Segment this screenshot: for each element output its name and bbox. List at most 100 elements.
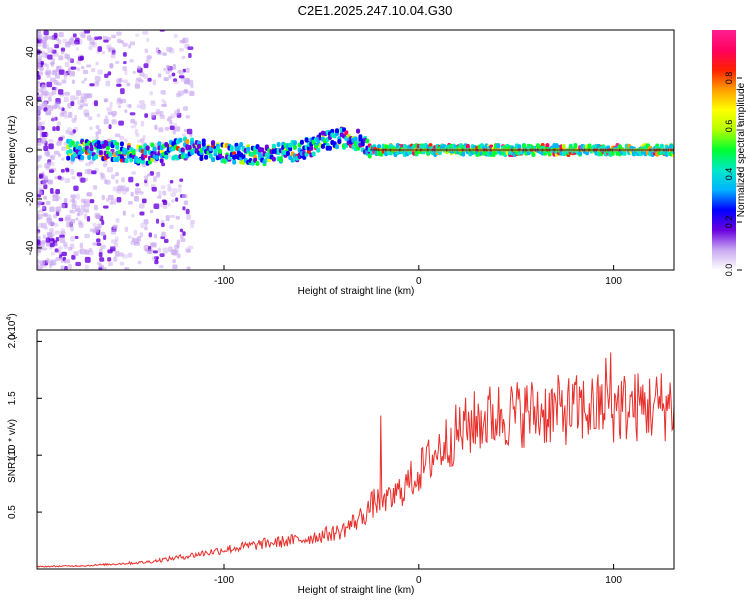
heatmap-noise-cell: [142, 31, 149, 35]
heatmap-noise-cell: [189, 220, 196, 224]
heatmap-noise-cell: [70, 66, 77, 70]
heatmap-noise-cell: [73, 115, 78, 121]
heatmap-noise-cell: [153, 233, 157, 239]
heatmap-noise-cell: [62, 38, 68, 43]
heatmap-noise-cell: [154, 124, 158, 130]
heatmap-noise-cell: [149, 209, 154, 214]
heatmap-noise-cell: [172, 63, 176, 70]
snr-panel: -100 0 100 0.5 1.0 1.5 2.0 (x104) Height of st…: [6, 313, 675, 596]
heatmap-ridge-cell: [211, 157, 216, 163]
heatmap-noise-cell: [107, 111, 113, 115]
heatmap-ridge-cell: [98, 150, 103, 156]
heatmap-ylabel: Frequency (Hz): [7, 116, 18, 185]
heatmap-ridge-cell: [278, 156, 283, 162]
heatmap-noise-cell: [134, 83, 140, 89]
heatmap-noise-cell: [75, 208, 82, 213]
heatmap-ridge-cell: [246, 146, 251, 152]
heatmap-noise-cell: [154, 143, 159, 148]
heatmap-ridge-cell: [124, 158, 129, 164]
heatmap-noise-cell: [51, 49, 57, 54]
heatmap-noise-cell: [72, 203, 77, 207]
heatmap-noise-cell: [161, 98, 165, 103]
heatmap-noise-cell: [65, 168, 70, 173]
heatmap-noise-cell: [149, 90, 153, 96]
heatmap-noise-cell: [140, 120, 145, 127]
heatmap-noise-cell: [133, 229, 138, 236]
heatmap-noise-cell: [48, 143, 54, 150]
heatmap-noise-cell: [79, 32, 86, 37]
heatmap-noise-cell: [45, 237, 51, 243]
heatmap-noise-cell: [37, 213, 43, 220]
heatmap-ridge-cell: [96, 140, 101, 146]
heatmap-noise-cell: [42, 176, 48, 180]
heatmap-noise-cell: [182, 194, 188, 199]
heatmap-noise-cell: [160, 185, 166, 190]
heatmap-noise-cell: [176, 253, 181, 259]
heatmap-noise-cell: [149, 171, 154, 176]
heatmap-noise-cell: [159, 110, 164, 117]
heatmap-noise-cell: [120, 39, 124, 44]
heatmap-noise-cell: [179, 178, 184, 182]
heatmap-ridge-cell: [327, 145, 332, 151]
heatmap-ridge-cell: [145, 145, 150, 151]
heatmap-noise-cell: [111, 119, 117, 125]
heatmap-ridge-cell: [180, 147, 185, 153]
heatmap-noise-cell: [92, 185, 98, 190]
heatmap-noise-cell: [163, 77, 169, 82]
heatmap-noise-cell: [135, 183, 140, 187]
heatmap-noise-cell: [107, 257, 112, 262]
heatmap-noise-cell: [172, 259, 176, 264]
heatmap-noise-cell: [124, 226, 129, 233]
heatmap-noise-cell: [62, 111, 68, 117]
heatmap-noise-cell: [148, 248, 153, 255]
heatmap-noise-cell: [105, 197, 110, 202]
heatmap-noise-cell: [70, 168, 75, 175]
heatmap-noise-cell: [43, 184, 48, 190]
heatmap-noise-cell: [69, 243, 75, 250]
heatmap-ridge-cell: [199, 155, 204, 161]
heatmap-noise-cell: [182, 231, 186, 236]
colorbar: 0.0 0.2 0.4 0.6 0.8 Normalized spectral ampl…: [712, 30, 747, 276]
heatmap-noise-cell: [134, 121, 138, 126]
heatmap-noise-cell: [186, 266, 191, 270]
heatmap-noise-cell: [161, 162, 166, 167]
heatmap-noise-cell: [37, 263, 40, 269]
heatmap-noise-cell: [63, 244, 68, 250]
heatmap-ridge-cell: [239, 142, 244, 148]
heatmap-noise-cell: [170, 113, 176, 118]
heatmap-noise-cell: [117, 97, 122, 103]
heatmap-noise-cell: [47, 54, 53, 60]
heatmap-noise-cell: [94, 36, 99, 41]
heatmap-noise-cell: [37, 118, 40, 124]
heatmap-noise-cell: [122, 79, 129, 83]
heatmap-noise-cell: [158, 190, 162, 197]
heatmap-ridge-cell: [255, 160, 260, 166]
heatmap-noise-cell: [89, 199, 95, 204]
heatmap-noise-cell: [76, 60, 81, 65]
heatmap-noise-cell: [49, 61, 55, 65]
snr-ytick-label: 1.5: [7, 391, 18, 405]
heatmap-noise-cell: [79, 242, 84, 249]
heatmap-noise-cell: [82, 69, 89, 75]
heatmap-ridge-cell: [115, 144, 120, 150]
heatmap-noise-cell: [146, 55, 152, 60]
heatmap-noise-cell: [37, 186, 43, 192]
heatmap-noise-cell: [131, 171, 136, 175]
heatmap-noise-cell: [119, 135, 125, 140]
heatmap-noise-cell: [108, 47, 115, 51]
heatmap-noise-cell: [37, 143, 40, 147]
heatmap-noise-cell: [43, 195, 47, 200]
heatmap-noise-cell: [37, 87, 40, 91]
heatmap-noise-cell: [96, 261, 101, 266]
heatmap-noise-cell: [56, 121, 62, 127]
heatmap-noise-cell: [81, 97, 87, 103]
heatmap-noise-cell: [89, 83, 95, 87]
heatmap-noise-cell: [72, 129, 76, 134]
heatmap-noise-cell: [103, 160, 108, 166]
heatmap-noise-cell: [129, 41, 136, 46]
heatmap-noise-cell: [40, 60, 45, 66]
heatmap-noise-cell: [186, 249, 192, 253]
heatmap-noise-cell: [106, 107, 112, 112]
heatmap-noise-cell: [164, 238, 169, 243]
heatmap-noise-cell: [49, 220, 54, 227]
